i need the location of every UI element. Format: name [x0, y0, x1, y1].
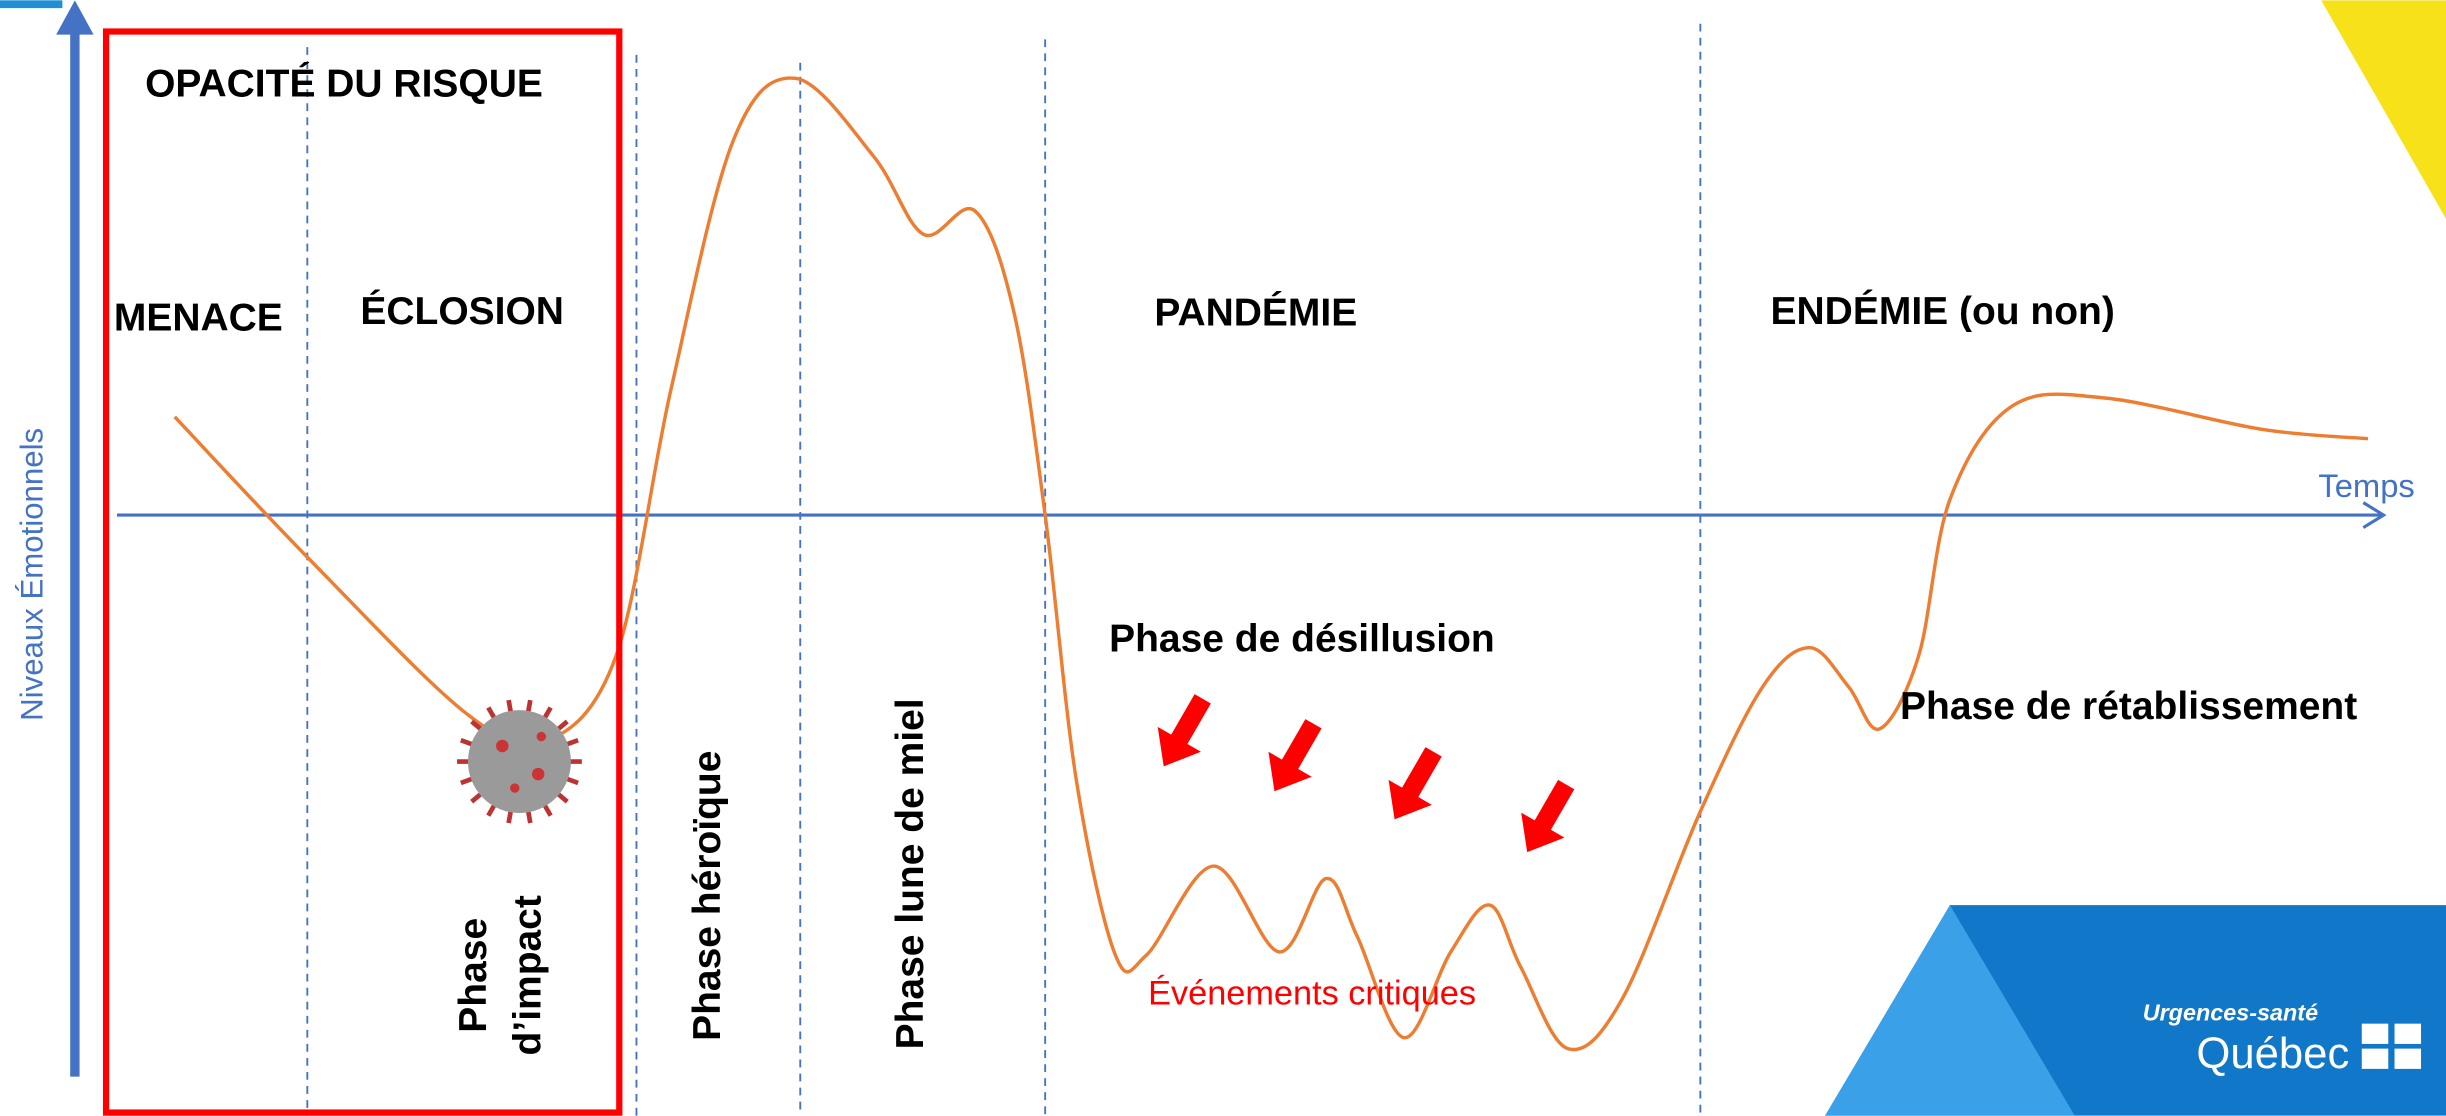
risk-title: OPACITÉ DU RISQUE	[145, 61, 543, 105]
x-axis-label: Temps	[2318, 467, 2414, 504]
stage-label: ENDÉMIE (ou non)	[1771, 289, 2115, 333]
y-axis-label: Niveaux Émotionnels	[15, 428, 50, 721]
logo-text: Urgences-santé	[2143, 999, 2318, 1025]
arrow	[1142, 686, 1224, 779]
phase-label: Phase de désillusion	[1109, 618, 1495, 661]
phase-label: Phase lune de miel	[889, 698, 932, 1049]
phase-label: Phase	[452, 918, 495, 1033]
arrow	[1506, 772, 1588, 865]
corner-yellow	[2321, 0, 2446, 218]
stage-label: PANDÉMIE	[1154, 291, 1357, 335]
phase-label: Phase héroïque	[686, 751, 729, 1041]
logo-text: Québec	[2196, 1029, 2349, 1078]
diagram: Niveaux Émotionnels Temps OPACITÉ DU RIS…	[0, 0, 2446, 1116]
arrows	[1142, 686, 1588, 864]
phase-label: Phase de rétablissement	[1900, 685, 2357, 728]
phase-label: d’impact	[507, 895, 550, 1055]
stage-label: ÉCLOSION	[360, 289, 564, 333]
arrow	[1253, 711, 1335, 804]
emotion-curve	[175, 78, 2368, 1050]
stage-label: MENACE	[114, 296, 283, 339]
corner-bar	[0, 0, 62, 8]
arrow	[1373, 739, 1455, 832]
annotation: Événements critiques	[1148, 974, 1476, 1013]
